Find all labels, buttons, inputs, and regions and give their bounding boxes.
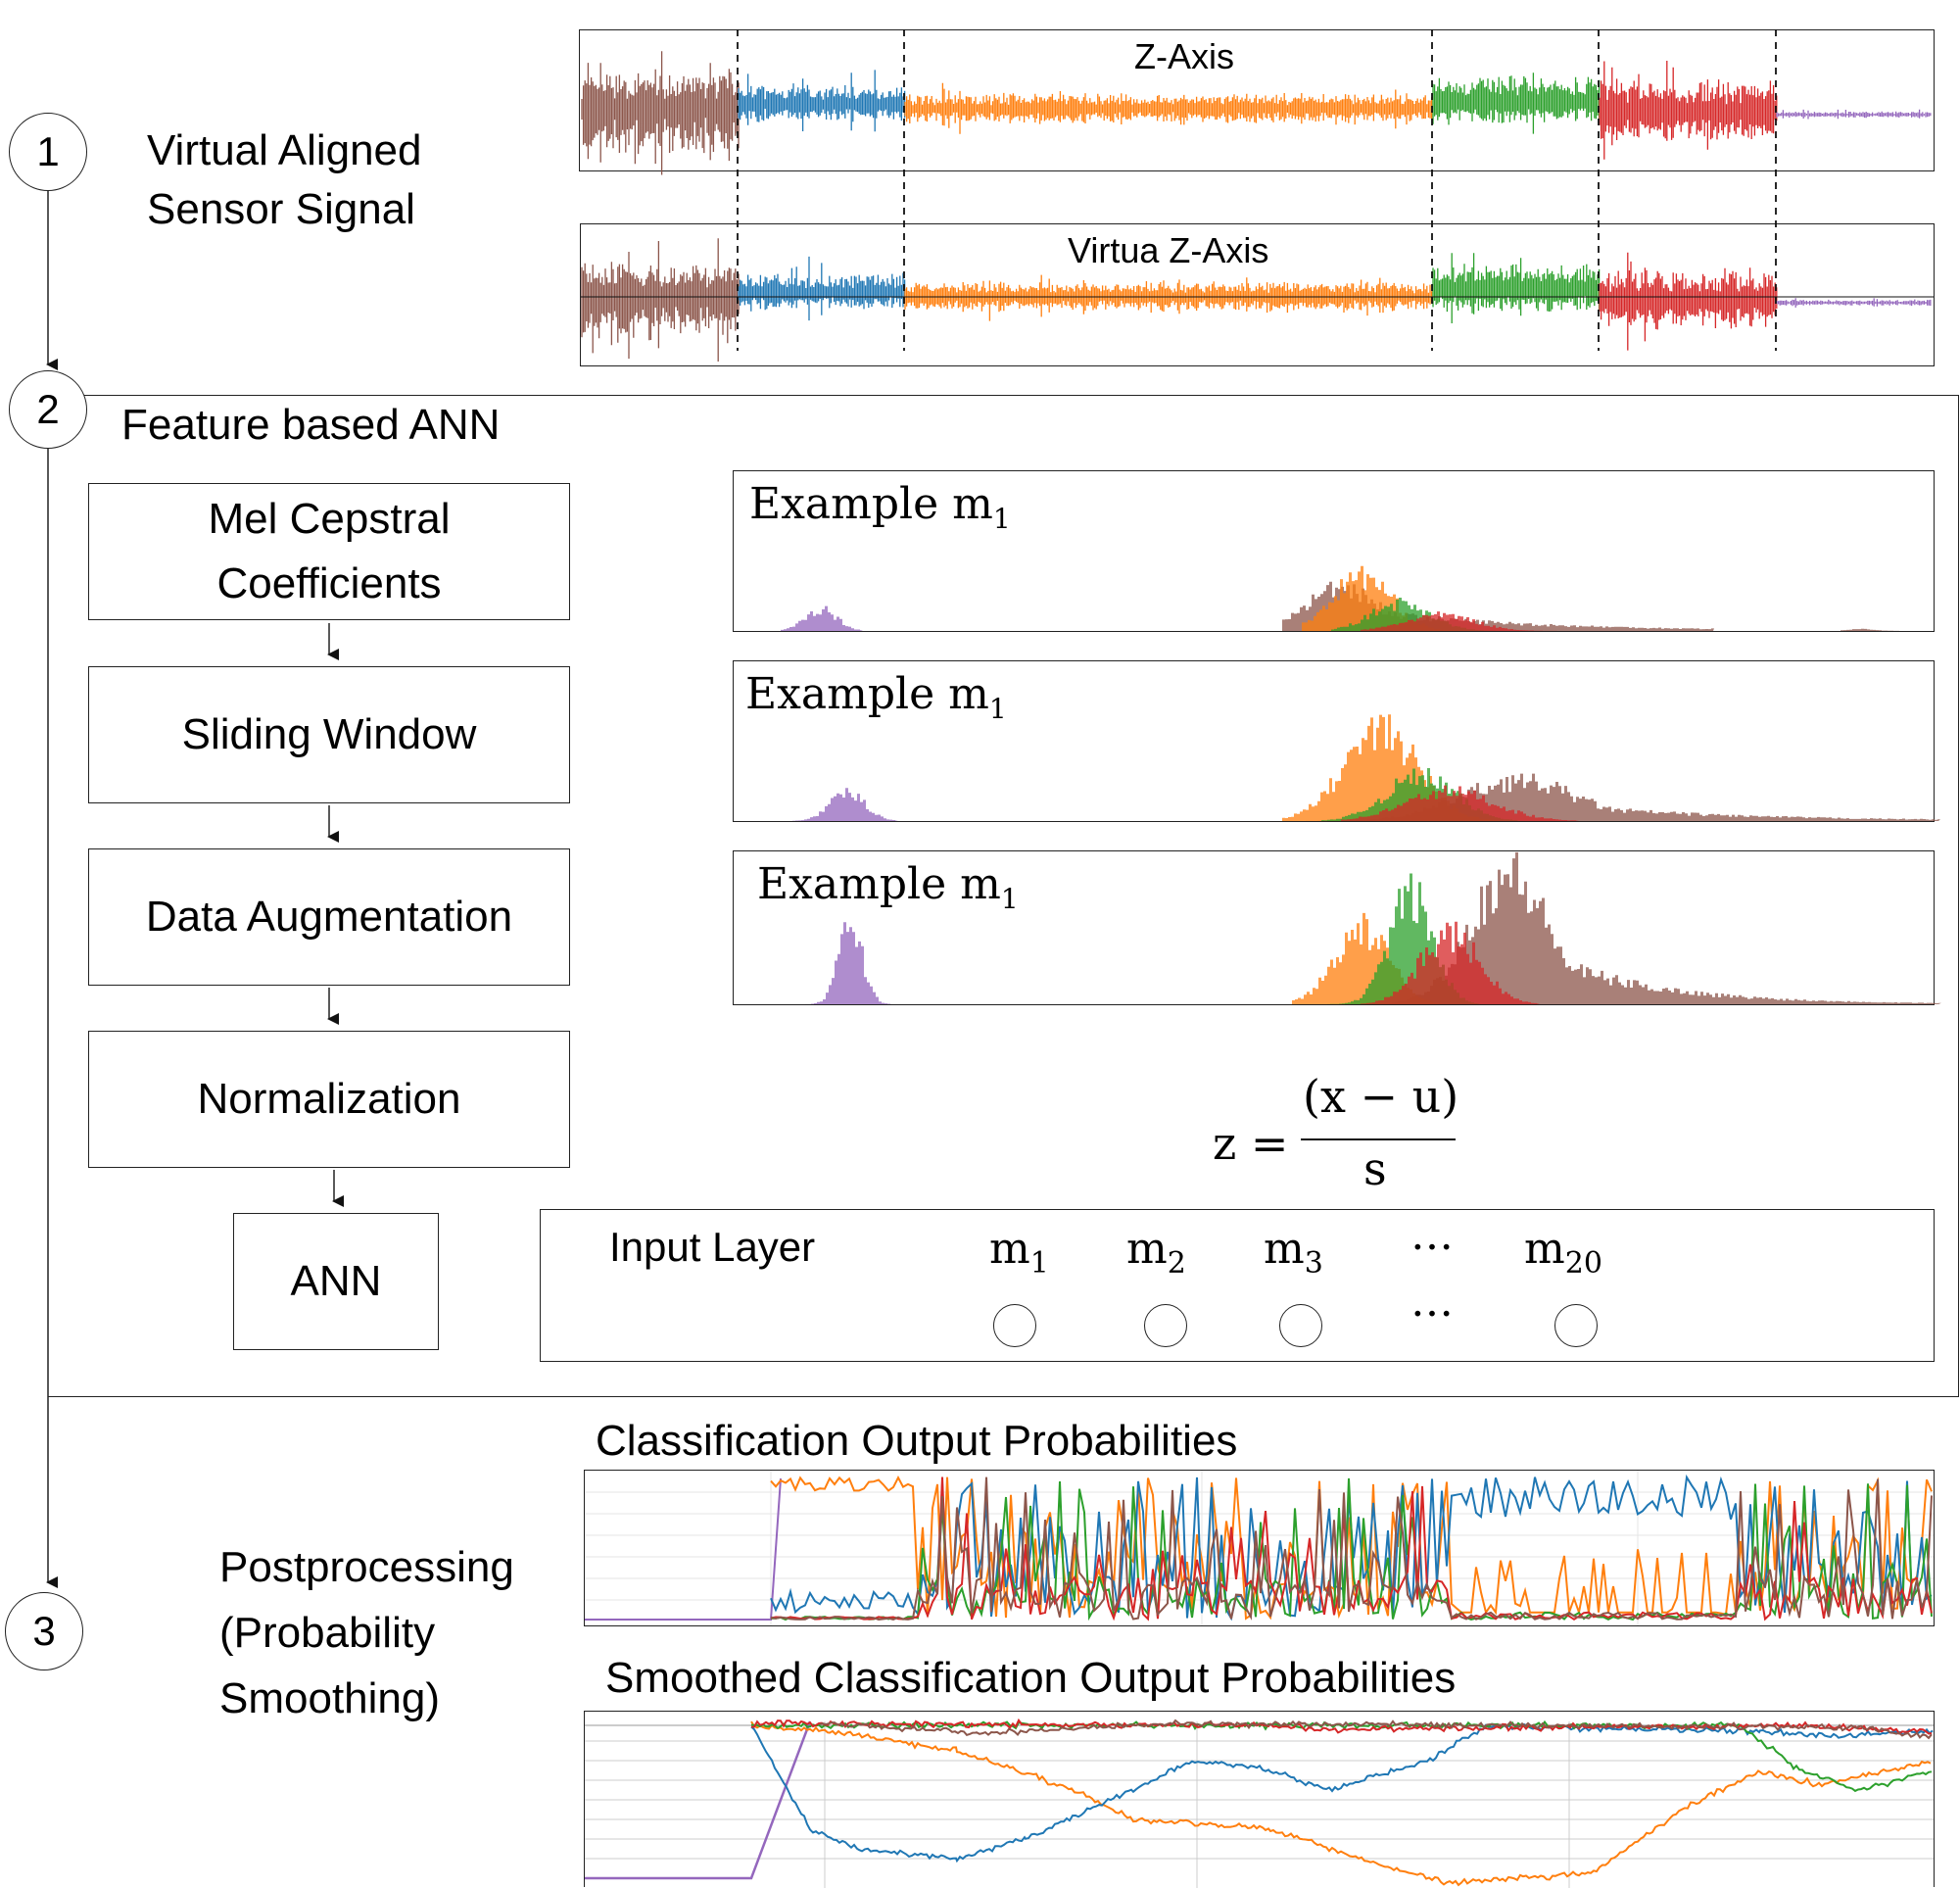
- mel-cepstral-box: Mel Cepstral Coefficients: [88, 483, 570, 620]
- data-augmentation-box: Data Augmentation: [88, 848, 570, 986]
- node-label-ellipsis: …: [1410, 1210, 1454, 1260]
- histogram-series-4: [1361, 921, 1540, 1004]
- formula-numerator: (x − u): [1303, 1070, 1459, 1123]
- example-histogram-1: Example m1: [733, 470, 1935, 632]
- histogram-series-4: [1341, 785, 1579, 821]
- input-layer-title: Input Layer: [609, 1224, 816, 1270]
- histogram-series-0: [802, 922, 893, 1004]
- signal-segment-4: [1599, 61, 1778, 160]
- z-axis-signal-panel: Z-Axis: [579, 29, 1935, 175]
- smoothed-series-blue: [750, 1722, 1934, 1864]
- step-2-number: 2: [36, 386, 60, 432]
- normalization-box: Normalization: [88, 1031, 570, 1168]
- raw-output-plot-box: [584, 1470, 1935, 1626]
- step-2-circle: 2: [9, 370, 87, 449]
- example-1-plot: [781, 565, 1911, 631]
- input-node-m20: [1554, 1304, 1598, 1347]
- raw-series-4: [770, 1477, 1933, 1622]
- data-augmentation-label: Data Augmentation: [145, 893, 513, 941]
- formula-lhs: z =: [1213, 1117, 1289, 1170]
- input-layer-box: Input Layer m1 m2 m3 … m20 …: [540, 1209, 1935, 1362]
- feature-ann-frame: [48, 395, 1959, 1397]
- input-node-m1: [993, 1304, 1036, 1347]
- histogram-series-2: [1282, 714, 1500, 821]
- smoothed-output-plot: [585, 1718, 1934, 1888]
- input-node-m3: [1279, 1304, 1322, 1347]
- raw-series-purple: [585, 1477, 782, 1621]
- virtual-z-axis-signal-panel: Virtua Z-Axis: [580, 223, 1935, 366]
- step-1-number: 1: [36, 128, 60, 174]
- step-3-label: Postprocessing (Probability Smoothing): [219, 1543, 514, 1722]
- smoothed-output-plot-box: [584, 1711, 1935, 1888]
- raw-series-2: [770, 1477, 1933, 1622]
- sliding-window-box: Sliding Window: [88, 666, 570, 803]
- example-histogram-3: Example m1: [733, 850, 1941, 1005]
- histogram-series-2: [1292, 912, 1442, 1004]
- node-label-m20: m20: [1524, 1224, 1602, 1281]
- z-axis-signal-plot: [581, 51, 1932, 175]
- signal-segment-5: [1776, 298, 1932, 308]
- normalization-label: Normalization: [197, 1075, 461, 1123]
- virtual-z-axis-signal-plot: [581, 238, 1934, 362]
- histogram-series-4: [1331, 598, 1519, 631]
- node-ellipsis-dots: …: [1410, 1277, 1454, 1327]
- histogram-series-0: [792, 788, 898, 821]
- signal-segment-0: [581, 51, 740, 175]
- node-label-m3: m3: [1264, 1224, 1323, 1281]
- step-3-circle: 3: [5, 1592, 83, 1670]
- smoothed-series-purple: [585, 1720, 812, 1880]
- node-label-m2: m2: [1126, 1224, 1186, 1281]
- histogram-series-5: [1361, 611, 1557, 631]
- histogram-series-0: [781, 605, 863, 631]
- histogram-series-1: [1840, 628, 1911, 631]
- step-1-circle: 1: [9, 113, 87, 191]
- step-1-label: Virtual Aligned Sensor Signal: [147, 126, 422, 233]
- example-1-label: Example m1: [749, 479, 1011, 535]
- step-2-label: Feature based ANN: [121, 401, 501, 449]
- signal-segment-1: [738, 70, 906, 132]
- smoothed-gridlines: [585, 1721, 1934, 1888]
- signal-segment-2: [904, 82, 1433, 134]
- smoothed-output-title: Smoothed Classification Output Probabili…: [605, 1654, 1457, 1702]
- z-axis-title: Z-Axis: [1134, 36, 1234, 76]
- input-node-m2: [1144, 1304, 1187, 1347]
- ann-box: ANN: [233, 1213, 439, 1350]
- virtual-z-axis-title: Virtua Z-Axis: [1068, 230, 1269, 270]
- example-3-label: Example m1: [757, 859, 1019, 915]
- raw-output-title: Classification Output Probabilities: [596, 1417, 1238, 1465]
- mel-cepstral-label: Mel Cepstral Coefficients: [208, 495, 451, 607]
- signal-segment-3: [1432, 253, 1601, 323]
- ann-label: ANN: [290, 1257, 382, 1305]
- formula-denominator: s: [1363, 1142, 1387, 1195]
- example-histogram-2: Example m1: [733, 660, 1940, 822]
- smoothed-series-orange: [750, 1720, 1932, 1887]
- histogram-series-3: [1302, 565, 1499, 631]
- signal-segment-5: [1776, 109, 1932, 120]
- node-label-m1: m1: [989, 1224, 1049, 1281]
- smoothed-series-brown: [819, 1719, 1933, 1740]
- example-2-label: Example m1: [745, 669, 1007, 725]
- example-3-plot: [802, 851, 1941, 1004]
- segment-dividers: [737, 29, 1777, 351]
- signal-segment-3: [1432, 73, 1601, 134]
- example-2-plot: [792, 714, 1940, 821]
- fraction-bar: [1301, 1138, 1456, 1140]
- raw-output-plot: [585, 1471, 1934, 1625]
- signal-segment-1: [738, 256, 906, 321]
- sliding-window-label: Sliding Window: [181, 710, 477, 758]
- step-3-number: 3: [32, 1608, 56, 1654]
